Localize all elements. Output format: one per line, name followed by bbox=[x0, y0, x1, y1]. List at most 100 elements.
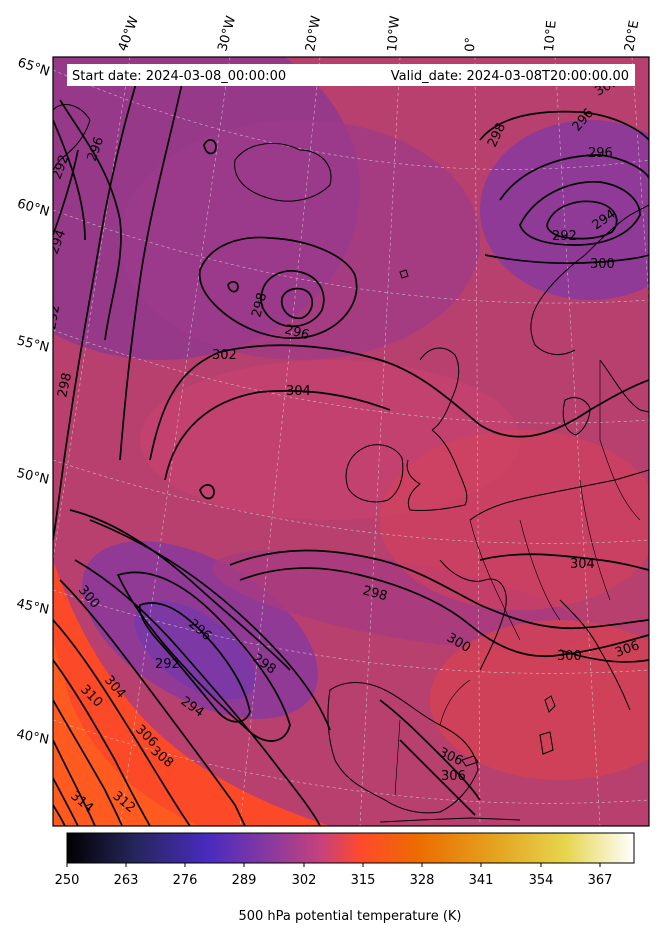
colorbar-tick-label: 315 bbox=[351, 873, 376, 888]
contour-label: 300 bbox=[557, 649, 582, 664]
contour-label: 298 bbox=[249, 291, 270, 319]
coast-ireland bbox=[345, 444, 404, 503]
coast-corsica bbox=[544, 695, 556, 713]
lat-label: 55°N bbox=[15, 333, 50, 355]
graticule bbox=[53, 57, 649, 826]
lon-label: 10°E bbox=[542, 20, 560, 52]
start-date-text: Start date: 2024-03-08_00:00:00 bbox=[72, 69, 286, 84]
map-panel: 292 294 292 298 296 298 296 302 304 298 … bbox=[44, 57, 649, 826]
contour-302-sw bbox=[59, 579, 246, 826]
contour-low-norway-c bbox=[546, 200, 618, 240]
coastlines bbox=[53, 104, 649, 823]
contour-low-iceland-mid bbox=[260, 270, 325, 328]
colorbar-tick-label: 250 bbox=[55, 873, 80, 888]
lon-label: 30°W bbox=[215, 14, 239, 53]
contour-304-east bbox=[479, 553, 649, 571]
contour-306-sw bbox=[53, 659, 151, 826]
contour-low-iceland-inner bbox=[280, 287, 314, 320]
contour-298-central bbox=[239, 567, 649, 658]
contour-trough-294 bbox=[116, 571, 291, 742]
contour-306-east bbox=[559, 649, 649, 663]
latitude-labels: 65°N 60°N 55°N 50°N 45°N 40°N bbox=[15, 55, 51, 748]
lat-label: 45°N bbox=[15, 596, 50, 617]
contour-314-sw bbox=[53, 804, 66, 826]
colorbar-tick-label: 328 bbox=[410, 873, 435, 888]
colorbar-gradient bbox=[66, 832, 635, 864]
contour-label: 296 bbox=[588, 146, 613, 161]
lat-label: 65°N bbox=[16, 55, 52, 79]
warm-field-sw bbox=[53, 560, 330, 826]
coast-iberia bbox=[327, 682, 479, 814]
longitude-labels: 40°W 30°W 20°W 10°W 0° 10°E 20°E bbox=[116, 14, 643, 53]
contour-low-iceland-outer bbox=[198, 236, 358, 339]
cold-field-norway bbox=[480, 120, 649, 300]
colorbar-ticks bbox=[66, 863, 601, 867]
coast-scotland bbox=[419, 347, 460, 431]
contour-label: 302 bbox=[212, 348, 237, 363]
contour-label: 298 bbox=[361, 583, 389, 604]
coast-north-africa bbox=[379, 817, 521, 823]
contour-298-west bbox=[53, 69, 141, 541]
contour-trough-296 bbox=[69, 509, 291, 671]
contour-label: 296 bbox=[283, 322, 311, 343]
contour-300-north-sea bbox=[484, 254, 649, 265]
contour-label: 292 bbox=[44, 304, 63, 331]
contour-306-iberia bbox=[379, 699, 481, 801]
map-frame bbox=[52, 56, 650, 827]
coast-norway-south bbox=[530, 299, 576, 356]
contour-small-1 bbox=[199, 484, 215, 500]
coast-iceland bbox=[234, 142, 332, 202]
warm-field-sw-inner bbox=[53, 640, 200, 826]
contours bbox=[53, 69, 649, 826]
contour-296-nw bbox=[59, 99, 122, 341]
warm-field-france bbox=[380, 430, 649, 610]
colorbar-tick-label: 302 bbox=[292, 873, 317, 888]
lon-label: 40°W bbox=[116, 14, 142, 53]
contour-label: 292 bbox=[552, 229, 577, 244]
coast-continent bbox=[469, 469, 649, 521]
contour-312-sw bbox=[53, 777, 79, 826]
contour-label: 304 bbox=[570, 557, 595, 572]
contour-292-nw bbox=[53, 119, 86, 241]
lat-label: 40°N bbox=[15, 727, 50, 748]
contour-low-norway-outer bbox=[479, 110, 649, 141]
coast-norway bbox=[539, 204, 649, 301]
colorbar-tick-label: 263 bbox=[114, 873, 139, 888]
cold-band-central bbox=[212, 550, 588, 650]
contour-low-norway-b bbox=[519, 181, 641, 246]
contour-label: 306 bbox=[441, 769, 466, 784]
contour-302 bbox=[149, 344, 649, 461]
contour-small-3 bbox=[227, 281, 239, 293]
colorbar-title: 500 hPa potential temperature (K) bbox=[238, 909, 461, 924]
coast-sardinia bbox=[539, 731, 554, 755]
contour-small-2 bbox=[203, 139, 217, 155]
lon-label: 0° bbox=[463, 37, 479, 52]
cold-core-sw bbox=[134, 600, 256, 700]
contour-294-nw bbox=[53, 149, 79, 236]
contour-304 bbox=[164, 390, 391, 481]
contour-300-west bbox=[119, 69, 186, 461]
lat-label: 60°N bbox=[15, 196, 51, 219]
coast-gb bbox=[406, 429, 468, 511]
cold-field-iceland bbox=[120, 120, 480, 360]
lat-label: 50°N bbox=[15, 466, 50, 488]
contour-310-sw bbox=[53, 739, 96, 826]
lon-label: 20°W bbox=[303, 15, 324, 53]
coast-italy bbox=[559, 599, 631, 711]
contour-304-sw bbox=[53, 619, 191, 826]
date-banner bbox=[67, 64, 635, 86]
colorbar-tick-label: 289 bbox=[232, 873, 257, 888]
colorbar-tick-label: 276 bbox=[173, 873, 198, 888]
colorbar: 250 263 276 289 302 315 328 341 354 367 … bbox=[55, 832, 635, 924]
borders bbox=[394, 360, 641, 796]
lon-label: 20°E bbox=[622, 19, 642, 52]
valid-date-text: Valid_date: 2024-03-08T20:00:00.00 bbox=[391, 69, 629, 84]
contour-300-sw bbox=[74, 559, 321, 826]
coast-faroes bbox=[399, 269, 409, 279]
colorbar-tick-label: 341 bbox=[469, 873, 494, 888]
contour-label: 298 bbox=[55, 371, 75, 398]
contour-low-norway-a bbox=[499, 154, 649, 201]
contour-300-central bbox=[229, 549, 649, 630]
contour-label: 292 bbox=[155, 657, 180, 672]
